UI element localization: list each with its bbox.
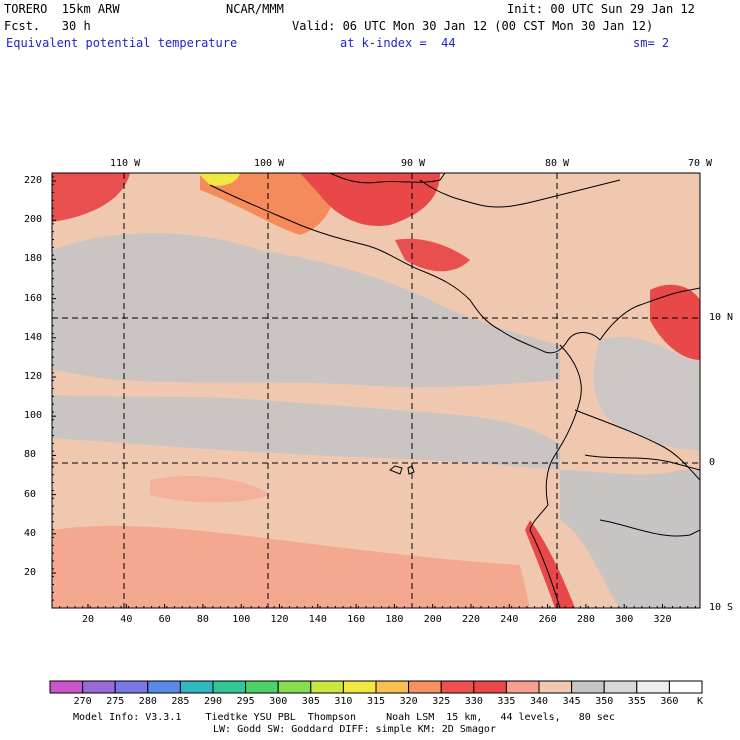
lon-label: 110 W [110,158,141,169]
model-info-line2: LW: Godd SW: Goddard DIFF: simple KM: 2D… [213,724,496,735]
colorbar-label: 300 [269,696,288,707]
field-red-coast [525,520,575,608]
map-frame [51,172,701,609]
colorbar-label: 295 [236,696,255,707]
model-info-line1: Model Info: V3.3.1 Tiedtke YSU PBL Thomp… [73,712,615,723]
x-tick-label: 160 [347,614,366,625]
field-red-colombia [650,284,700,360]
y-tick-label: 160 [24,292,43,304]
y-tick-label: 40 [24,527,37,539]
field-name: Equivalent potential temperature [6,36,238,50]
colorbar-label: 290 [204,696,223,707]
colorbar-label: 315 [367,696,386,707]
y-tick-label: 120 [24,371,43,382]
x-tick-label: 300 [615,614,634,625]
field-red-central-america [395,238,470,272]
x-tick-label: 100 [232,614,251,625]
colorbar-label: 325 [432,696,451,707]
x-tick-label: 200 [423,614,442,625]
grid-lines [52,173,700,608]
x-tick-label: 280 [576,614,595,625]
x-tick-label: 240 [500,614,519,625]
x-tick-label: 20 [82,614,95,625]
y-tick-label: 220 [24,175,43,186]
organization: NCAR/MMM [226,2,284,16]
model-name: TORERO 15km ARW [4,2,120,16]
y-tick-label: 100 [24,410,43,422]
coastlines [209,173,700,608]
colorbar-label: 320 [399,696,418,707]
field-orange-mexico [200,173,334,235]
y-tick-label: 140 [24,331,43,343]
level-info: at k-index = 44 [340,36,456,50]
lat-label: 10 N [709,312,734,323]
valid-time: Valid: 06 UTC Mon 30 Jan 12 (00 CST Mon … [292,19,654,33]
colorbar-label: 285 [171,696,190,707]
x-tick-label: 220 [462,614,481,625]
lat-label: 10 S [709,602,734,613]
colorbar-label: 345 [562,696,581,707]
x-tick-label: 140 [308,614,327,625]
field-gray-mid [52,395,560,470]
tick-marks [51,176,696,609]
y-tick-label: 80 [24,449,37,461]
colorbar-unit: K [697,696,704,707]
x-tick-label: 120 [270,614,289,625]
colorbar-label: 305 [301,696,320,707]
lon-label: 70 W [688,158,713,169]
lon-label: 80 W [545,158,570,169]
colorbar-label: 280 [138,696,157,707]
lon-label: 90 W [401,158,426,169]
field-red-mexico [300,173,440,226]
colorbar-label: 310 [334,696,353,707]
x-tick-label: 260 [538,614,557,625]
y-tick-label: 180 [24,253,43,265]
x-tick-label: 40 [120,614,133,625]
init-time: Init: 00 UTC Sun 29 Jan 12 [507,2,695,16]
x-tick-label: 320 [653,614,672,625]
colorbar-label: 270 [73,696,92,707]
colorbar-label: 330 [464,696,483,707]
colorbar-label: 360 [660,696,679,707]
colorbar-label: 340 [530,696,549,707]
lat-label: 0 [709,457,716,468]
field-gray-sa-north [593,336,700,450]
x-tick-label: 60 [158,614,171,625]
colorbar-label: 355 [627,696,646,707]
smoothing: sm= 2 [633,36,670,50]
field-gray-sa [560,470,700,608]
field-red-northwest [52,173,130,222]
forecast-hour: Fcst. 30 h [4,19,91,33]
field-salmon-patch [150,475,270,503]
y-tick-label: 60 [24,488,37,500]
colorbar-label: 335 [497,696,516,707]
field-gray-north [52,233,560,388]
y-tick-label: 200 [24,214,43,226]
colorbar-label: 275 [106,696,125,707]
lon-label: 100 W [254,158,285,169]
field-yellow-spot [198,173,240,186]
x-tick-label: 80 [196,614,209,625]
colorbar-label: 350 [595,696,614,707]
field-gray-patch-a [52,290,180,335]
x-tick-label: 180 [385,614,404,625]
field-salmon-south [52,525,530,608]
y-tick-label: 20 [24,567,37,578]
